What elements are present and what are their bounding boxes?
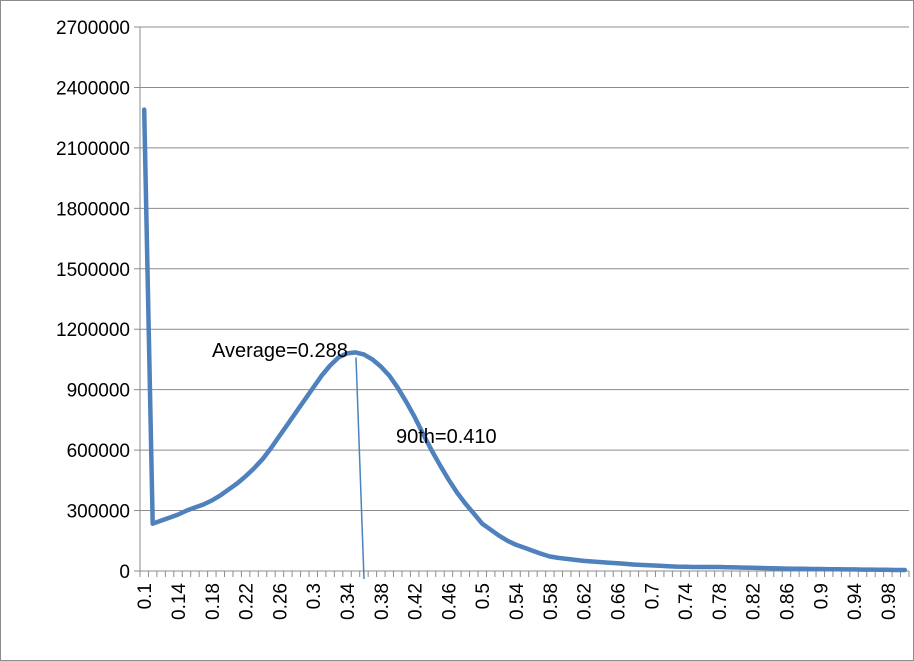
reference-line <box>355 357 365 580</box>
x-tick-label: 0.74 <box>676 583 697 620</box>
x-tick-label: 0.3 <box>304 583 325 609</box>
y-tick-label: 1800000 <box>56 199 130 220</box>
x-tick-label: 0.9 <box>811 583 832 609</box>
y-tick-label: 300000 <box>67 502 130 523</box>
x-tick-label: 0.62 <box>575 583 596 620</box>
x-tick-label: 0.78 <box>710 583 731 620</box>
x-tick-label: 0.22 <box>237 583 258 620</box>
percentile-90-annotation: 90th=0.410 <box>396 426 497 448</box>
x-tick-label: 0.7 <box>642 583 663 609</box>
x-axis: 0.1 0.14 0.18 0.22 0.26 0.3 0.34 0.38 0.42 0.46 0.… <box>135 570 910 620</box>
x-tick-label: 0.18 <box>203 583 224 620</box>
x-tick-label: 0.38 <box>372 583 393 620</box>
y-tick-label: 1200000 <box>56 320 130 341</box>
y-tick-label: 1500000 <box>56 260 130 281</box>
y-tick-label: 2100000 <box>56 139 130 160</box>
x-tick-label: 0.34 <box>338 583 359 620</box>
y-tick-label: 900000 <box>67 381 130 402</box>
y-axis: 0 300000 600000 900000 1200000 1500000 1800000… <box>56 18 141 583</box>
y-tick-label: 2400000 <box>56 78 130 99</box>
y-tick-label: 0 <box>119 562 130 583</box>
x-tick-label: 0.14 <box>169 583 190 620</box>
x-tick-label: 0.82 <box>744 583 765 620</box>
x-tick-label: 0.42 <box>406 583 427 620</box>
x-tick-label: 0.46 <box>439 583 460 620</box>
x-tick-label: 0.66 <box>608 583 629 620</box>
x-tick-label: 0.5 <box>473 583 494 609</box>
x-tick-label: 0.94 <box>845 583 866 620</box>
x-tick-label: 0.54 <box>507 583 528 620</box>
series-layer <box>141 107 908 580</box>
y-tick-label: 600000 <box>67 441 130 462</box>
y-tick-label: 2700000 <box>56 18 130 39</box>
x-tick-label: 0.98 <box>879 583 900 620</box>
x-tick-label: 0.1 <box>135 583 156 609</box>
x-tick-label: 0.26 <box>270 583 291 620</box>
x-tick-label: 0.86 <box>777 583 798 620</box>
annotations: Average=0.288 90th=0.410 <box>212 340 497 448</box>
average-annotation: Average=0.288 <box>212 340 348 362</box>
x-tick-label: 0.58 <box>541 583 562 620</box>
gridlines <box>140 26 909 512</box>
